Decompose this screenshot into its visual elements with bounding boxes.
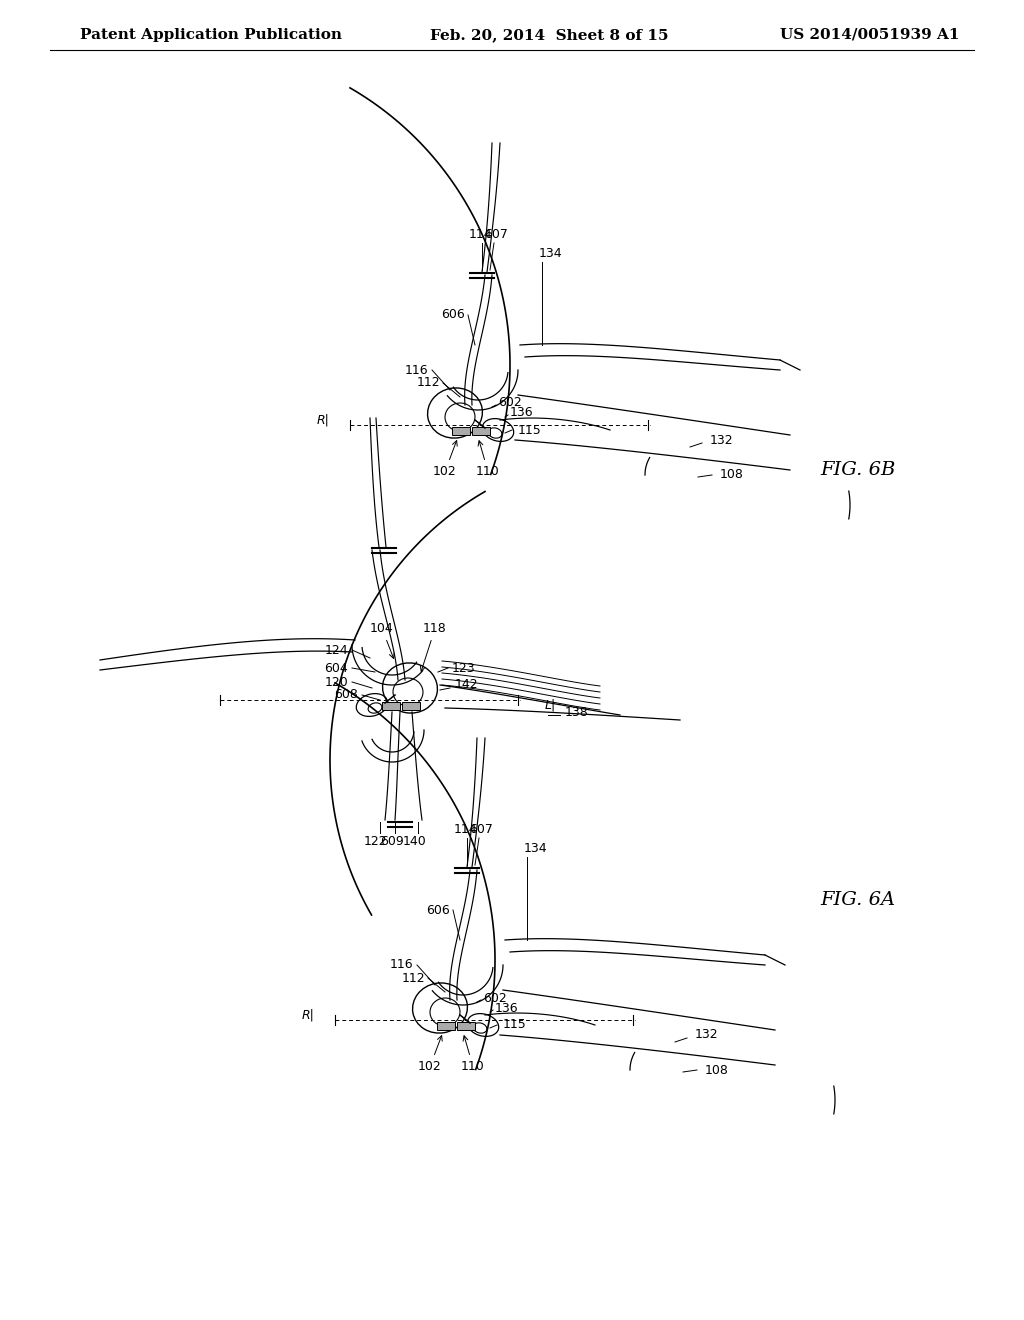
Text: 116: 116 (404, 363, 428, 376)
Text: 134: 134 (523, 842, 547, 855)
Text: 609: 609 (380, 836, 403, 847)
Bar (437, 1022, 455, 1030)
Text: 115: 115 (518, 424, 542, 437)
Text: 140: 140 (403, 836, 427, 847)
Bar (472, 426, 490, 436)
Text: 120: 120 (325, 676, 348, 689)
Text: 116: 116 (389, 958, 413, 972)
Text: 604: 604 (325, 661, 348, 675)
Text: 104: 104 (370, 622, 394, 659)
Text: R|: R| (317, 413, 330, 426)
Text: 123: 123 (452, 661, 475, 675)
Text: 602: 602 (483, 991, 507, 1005)
Text: 122: 122 (364, 836, 387, 847)
Text: 134: 134 (539, 247, 562, 260)
Text: 108: 108 (720, 469, 743, 482)
Text: 607: 607 (484, 228, 508, 242)
Text: 136: 136 (510, 407, 534, 420)
Text: FIG. 6B: FIG. 6B (820, 461, 895, 479)
Text: 108: 108 (705, 1064, 729, 1077)
Text: 602: 602 (498, 396, 522, 409)
Text: 102: 102 (433, 441, 457, 478)
Text: 132: 132 (710, 433, 733, 446)
Text: 142: 142 (455, 678, 478, 692)
Text: 124: 124 (325, 644, 348, 656)
Bar (457, 1022, 475, 1030)
Text: US 2014/0051939 A1: US 2014/0051939 A1 (780, 28, 959, 42)
Text: 110: 110 (476, 441, 500, 478)
Text: 112: 112 (417, 376, 440, 389)
Text: Feb. 20, 2014  Sheet 8 of 15: Feb. 20, 2014 Sheet 8 of 15 (430, 28, 669, 42)
Text: 114: 114 (468, 228, 492, 242)
Text: Patent Application Publication: Patent Application Publication (80, 28, 342, 42)
Text: 136: 136 (495, 1002, 518, 1015)
Text: 114: 114 (454, 822, 477, 836)
Text: 606: 606 (426, 903, 450, 916)
Text: 118: 118 (420, 622, 446, 672)
Text: L|: L| (545, 698, 556, 711)
Text: 102: 102 (418, 1036, 442, 1073)
Text: R|: R| (302, 1008, 315, 1022)
Text: FIG. 6A: FIG. 6A (820, 891, 895, 909)
Text: 138: 138 (565, 705, 589, 718)
Text: 606: 606 (441, 309, 465, 322)
Text: 110: 110 (461, 1036, 485, 1073)
Text: 132: 132 (695, 1028, 719, 1041)
Bar (402, 702, 420, 710)
Bar (452, 426, 470, 436)
Text: 608: 608 (334, 689, 358, 701)
Text: 112: 112 (401, 972, 425, 985)
Bar (382, 702, 400, 710)
Text: 607: 607 (469, 822, 493, 836)
Text: 115: 115 (503, 1019, 526, 1031)
